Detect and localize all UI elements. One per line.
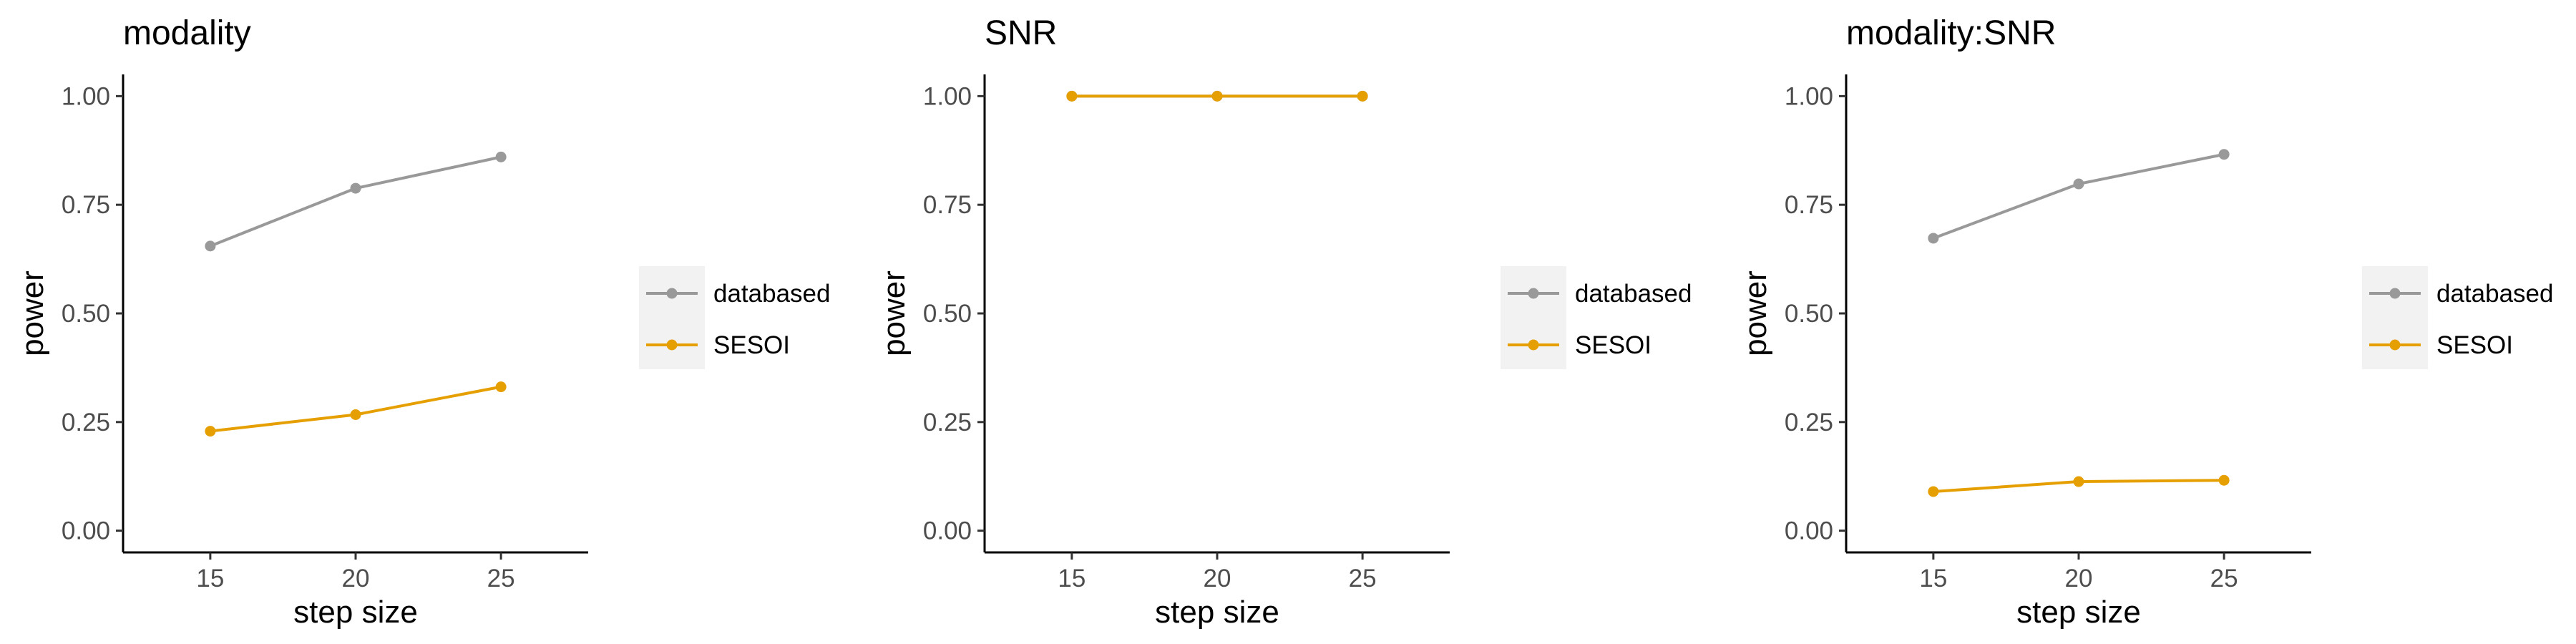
legend-key-point: [2389, 288, 2401, 299]
data-point-databased: [205, 240, 216, 252]
data-point-SESOI: [1357, 90, 1368, 102]
data-point-SESOI: [1066, 90, 1078, 102]
legend-key-background: [1501, 266, 1566, 369]
legend-key-background: [2362, 266, 2428, 369]
legend: databased SESOI: [1501, 266, 1692, 369]
data-point-SESOI: [205, 426, 216, 437]
y-tick-label: 0.00: [923, 517, 972, 545]
data-point-SESOI: [2073, 476, 2084, 487]
y-tick-label: 0.00: [1785, 517, 1833, 545]
y-tick-label: 0.50: [62, 300, 110, 328]
x-tick-label: 15: [196, 565, 224, 592]
y-tick-label: 1.00: [1785, 82, 1833, 110]
y-tick-label: 0.50: [923, 300, 972, 328]
x-tick-label: 25: [1349, 565, 1377, 592]
legend-key-point: [1528, 288, 1539, 299]
panel-title: modality: [123, 14, 251, 52]
legend-key-point: [1528, 339, 1539, 351]
y-tick-label: 0.25: [62, 409, 110, 436]
legend-label: SESOI: [2436, 331, 2513, 359]
legend: databased SESOI: [639, 266, 830, 369]
legend-label: SESOI: [1575, 331, 1652, 359]
data-point-databased: [2073, 178, 2084, 190]
x-tick-label: 20: [2065, 565, 2093, 592]
legend-key-point: [666, 288, 678, 299]
data-point-SESOI: [1928, 486, 1939, 497]
series-line-SESOI: [210, 385, 502, 433]
panel-title: modality:SNR: [1846, 14, 2056, 52]
legend-label: databased: [1575, 280, 1692, 308]
y-tick-label: 0.75: [62, 191, 110, 219]
y-tick-label: 1.00: [923, 82, 972, 110]
chart-panel-1: modality 0.00 0.25 0.50 0.75 1.00 15 20 25 step s…: [15, 14, 830, 630]
legend-key-background: [639, 266, 705, 369]
y-axis-title: power: [15, 270, 50, 356]
legend-label: databased: [2436, 280, 2553, 308]
data-point-SESOI: [495, 381, 507, 393]
chart-panel-3: modality:SNR 0.00 0.25 0.50 0.75 1.00 15 20 25 st…: [1738, 14, 2553, 630]
series-line-databased: [1933, 152, 2225, 240]
data-point-databased: [350, 182, 361, 194]
x-tick-label: 20: [342, 565, 370, 592]
y-axis-title: power: [877, 270, 912, 356]
x-axis-title: step size: [1155, 595, 1279, 630]
y-tick-label: 0.50: [1785, 300, 1833, 328]
series-line-databased: [210, 155, 502, 248]
y-tick-label: 0.75: [923, 191, 972, 219]
y-tick-label: 0.00: [62, 517, 110, 545]
y-axis-title: power: [1738, 270, 1773, 356]
legend-label: SESOI: [713, 331, 790, 359]
data-point-databased: [1928, 233, 1939, 244]
y-tick-label: 0.25: [1785, 409, 1833, 436]
x-tick-label: 20: [1204, 565, 1231, 592]
y-tick-label: 0.25: [923, 409, 972, 436]
data-point-SESOI: [350, 409, 361, 420]
x-tick-label: 15: [1058, 565, 1085, 592]
panel-title: SNR: [985, 14, 1057, 52]
legend: databased SESOI: [2362, 266, 2553, 369]
data-point-databased: [2218, 149, 2230, 160]
legend-key-point: [666, 339, 678, 351]
legend-key-point: [2389, 339, 2401, 351]
chart-panel-2: SNR 0.00 0.25 0.50 0.75 1.00 15 20 25 step size po…: [877, 14, 1692, 630]
legend-label: databased: [713, 280, 830, 308]
y-tick-label: 1.00: [62, 82, 110, 110]
x-axis-title: step size: [2016, 595, 2141, 630]
x-tick-label: 15: [1919, 565, 1947, 592]
data-point-databased: [495, 151, 507, 162]
x-axis-title: step size: [293, 595, 418, 630]
data-point-SESOI: [2218, 474, 2230, 486]
data-point-SESOI: [1211, 90, 1223, 102]
y-tick-label: 0.75: [1785, 191, 1833, 219]
x-tick-label: 25: [2210, 565, 2238, 592]
x-tick-label: 25: [487, 565, 515, 592]
